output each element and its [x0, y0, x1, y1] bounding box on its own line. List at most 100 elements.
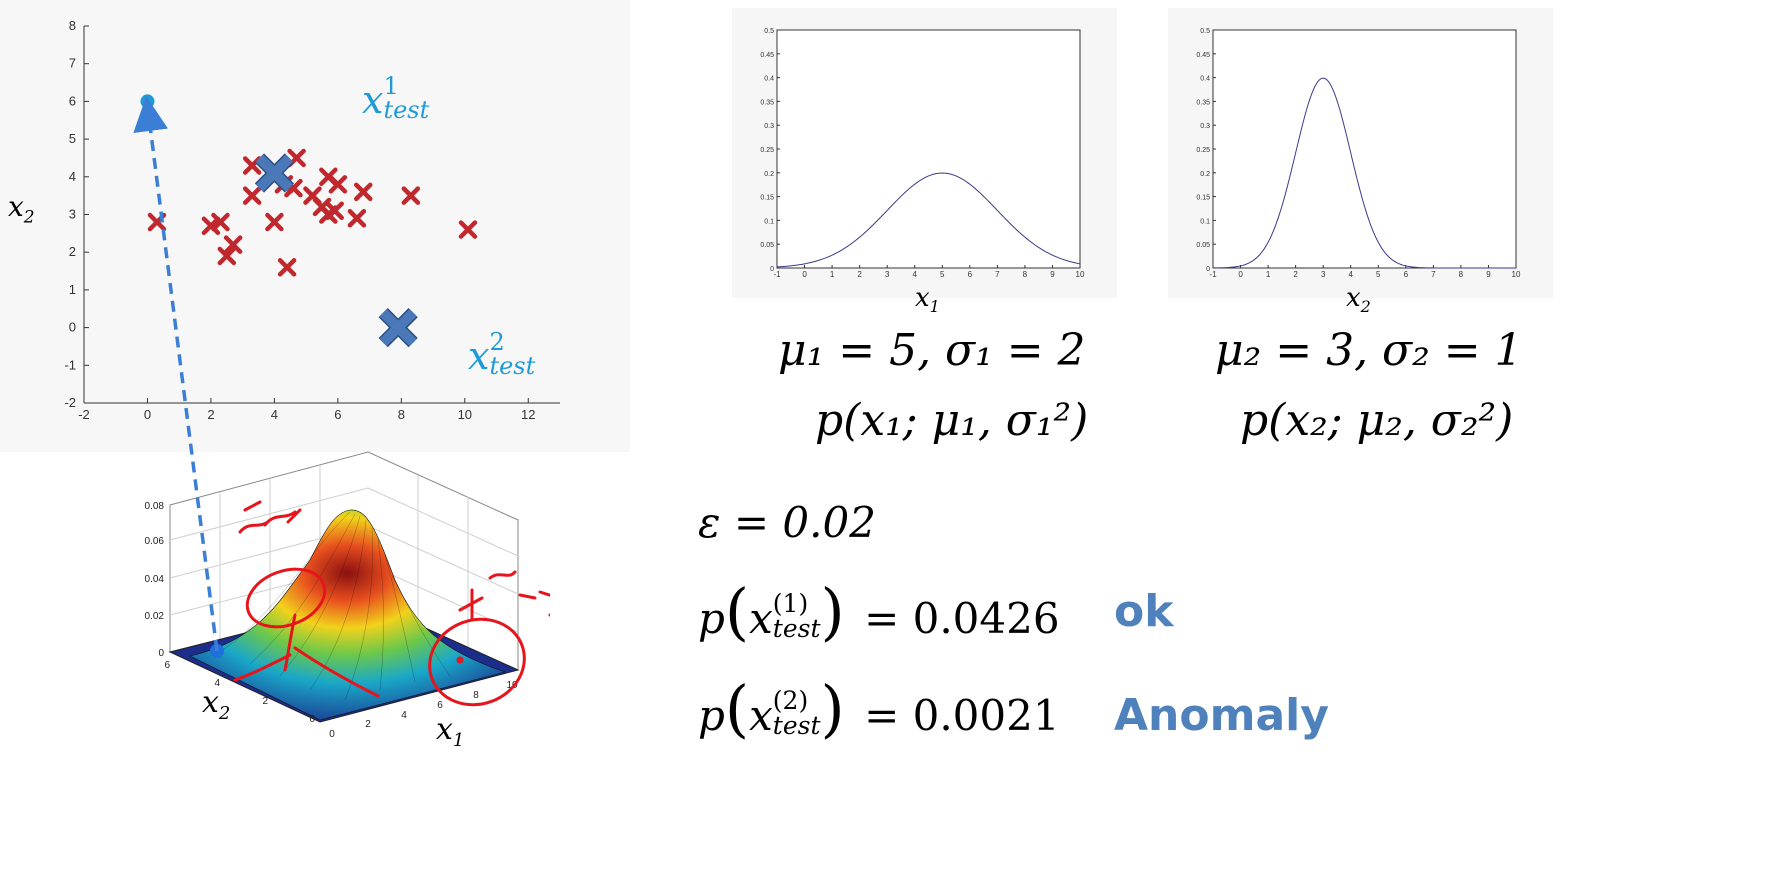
gaussian-x1-x-tick-label: 8 [1023, 270, 1028, 279]
gaussian-x1-x-tick-label: 9 [1050, 270, 1055, 279]
gaussian-x2-y-tick-label: 0.45 [1196, 52, 1210, 59]
training-point-x [265, 212, 284, 232]
scatter-x-tick-label: 8 [398, 407, 405, 422]
training-point-x [217, 246, 237, 266]
gaussian-x1-x-tick-label: 3 [885, 270, 890, 279]
gaussian-x1-y-tick-label: 0.2 [764, 171, 774, 178]
scatter-x-tick-label: 0 [144, 407, 151, 422]
gaussian-x1-y-tick-label: 0 [770, 266, 774, 273]
gaussian-x2-params: μ₂ = 3, σ₂ = 1 [1215, 325, 1523, 376]
test-point-big-x [254, 153, 294, 193]
gaussian-x2-x-tick-label: 6 [1404, 270, 1409, 279]
surface-test1-dot [210, 644, 224, 658]
gaussian-x2-y-tick-label: 0.5 [1200, 28, 1210, 35]
surface-x1-tick-label: 6 [437, 700, 443, 711]
surface-x2-tick-label: 6 [164, 660, 170, 671]
surface-z-tick-label: 0.02 [145, 611, 165, 622]
gaussian-x2-x-tick-label: 4 [1349, 270, 1354, 279]
gaussian-x2-y-tick-label: 0.4 [1200, 76, 1210, 83]
scatter-x-tick-label: -2 [78, 407, 90, 422]
gaussian-x1-x-tick-label: 7 [995, 270, 1000, 279]
test1-label: x 1 test [362, 71, 430, 124]
gaussian-x1-y-tick-label: 0.3 [764, 123, 774, 130]
p-test2-expression: p(x (2) test) = 0.0021 [698, 672, 1060, 745]
scatter-x-tick-label: 2 [207, 407, 214, 422]
gaussian-x1-pdf: p(x₁; μ₁, σ₁²) [815, 395, 1089, 446]
gaussian-x2-y-tick-label: 0.25 [1196, 147, 1210, 154]
gaussian-x1-x-tick-label: 10 [1076, 270, 1085, 279]
p-test1-expression: p(x (1) test) = 0.0426 [698, 575, 1060, 648]
scatter-x-tick-label: 6 [334, 407, 341, 422]
gaussian-x2-x-tick-label: 2 [1293, 270, 1298, 279]
gaussian-x1-y-tick-label: 0.25 [760, 147, 774, 154]
gaussian-x1-xlabel: x1 [915, 283, 940, 317]
surface-z-tick-label: 0.04 [145, 574, 165, 585]
gaussian-x2-x-tick-label: 0 [1238, 270, 1243, 279]
gaussian-x1-params: μ₁ = 5, σ₁ = 2 [778, 325, 1086, 376]
gaussian-x2-x-tick-label: 1 [1266, 270, 1271, 279]
surface-x1-tick-label: 0 [329, 729, 335, 740]
gaussian-plot-x1: -1 0 1 2 3 4 5 6 7 8 9 1000.050.10.150.20.250.30.35… [732, 8, 1117, 298]
surface-x1-tick-label: 10 [506, 680, 518, 691]
surface-z-tick-label: 0.06 [145, 536, 165, 547]
gaussian-x2-x-tick-label: 8 [1459, 270, 1464, 279]
scatter-x-tick-label: 10 [458, 407, 472, 422]
scatter-y-tick-label: 2 [69, 244, 76, 259]
gaussian-x2-y-tick-label: 0.35 [1196, 99, 1210, 106]
test2-label: x 2 test [468, 327, 536, 380]
gaussian-x1-y-tick-label: 0.5 [764, 28, 774, 35]
surface-x2-tick-label: 0 [309, 714, 315, 725]
gaussian-x1-y-tick-label: 0.4 [764, 76, 774, 83]
scatter-y-tick-label: 8 [69, 18, 76, 33]
gaussian-x2-y-tick-label: 0.3 [1200, 123, 1210, 130]
gaussian-x2-y-tick-label: 0.2 [1200, 171, 1210, 178]
surface-plot: 0 0.02 0.04 0.06 0.08 6 4 2 0 0 2 4 6 8 10 [145, 451, 550, 740]
gaussian-x2-x-tick-label: 5 [1376, 270, 1381, 279]
surface-z-tick-label: 0.08 [145, 501, 165, 512]
gaussian-x1-y-tick-label: 0.45 [760, 52, 774, 59]
training-point-x [325, 201, 344, 220]
gaussian-x1-plot-frame [776, 29, 1081, 269]
gaussian-x1-x-tick-label: 5 [940, 270, 945, 279]
gaussian-plot-x2: -1 0 1 2 3 4 5 6 7 8 9 1000.050.10.150.20.250.30.35… [1168, 8, 1553, 298]
gaussian-x1-y-tick-label: 0.35 [760, 99, 774, 106]
training-point-x [354, 182, 373, 202]
scatter-background [0, 0, 630, 452]
surface-z-tick-label: 0 [158, 648, 164, 659]
gaussian-x2-x-tick-label: -1 [1209, 270, 1217, 279]
gaussian-x2-xlabel: x2 [1346, 283, 1371, 317]
gaussian-x2-y-tick-label: 0.1 [1200, 218, 1210, 225]
surface-x1-tick-label: 8 [473, 690, 479, 701]
surface-x2-label: x2 [202, 685, 231, 724]
scatter-y-tick-label: -2 [64, 395, 76, 410]
training-point-x [401, 186, 421, 205]
gaussian-x2-x-tick-label: 3 [1321, 270, 1326, 279]
gaussian-x2-y-tick-label: 0.05 [1196, 242, 1210, 249]
surface-x2-tick-label: 2 [262, 696, 268, 707]
training-point-x [242, 186, 262, 205]
scatter-y-axis-label: x2 [8, 190, 35, 228]
gaussian-x2-pdf: p(x₂; μ₂, σ₂²) [1240, 395, 1514, 446]
scatter-y-tick-label: 6 [69, 93, 76, 108]
gaussian-x2-x-tick-label: 7 [1431, 270, 1436, 279]
gaussian-x1-y-tick-label: 0.15 [760, 195, 774, 202]
gaussian-x1-x-tick-label: 2 [857, 270, 862, 279]
training-point-x [223, 235, 243, 254]
verdict-ok: ok [1114, 586, 1174, 637]
gaussian-x2-y-tick-label: 0.15 [1196, 195, 1210, 202]
gaussian-x1-y-tick-label: 0.05 [760, 242, 774, 249]
surface-x1-tick-label: 2 [365, 719, 371, 730]
surface-x1-tick-label: 4 [401, 710, 407, 721]
training-point-x [347, 209, 367, 228]
training-point-x [328, 175, 348, 194]
gaussian-x1-x-tick-label: 6 [968, 270, 973, 279]
gaussian-x2-x-tick-label: 9 [1486, 270, 1491, 279]
training-point-x [458, 220, 478, 239]
gaussian-x1-x-tick-label: 0 [802, 270, 807, 279]
gaussian-x2-y-tick-label: 0 [1206, 266, 1210, 273]
scatter-y-tick-label: 1 [69, 282, 76, 297]
gaussian-x1-x-tick-label: -1 [773, 270, 781, 279]
scatter-y-tick-label: 5 [69, 131, 76, 146]
training-point-x [277, 258, 297, 277]
